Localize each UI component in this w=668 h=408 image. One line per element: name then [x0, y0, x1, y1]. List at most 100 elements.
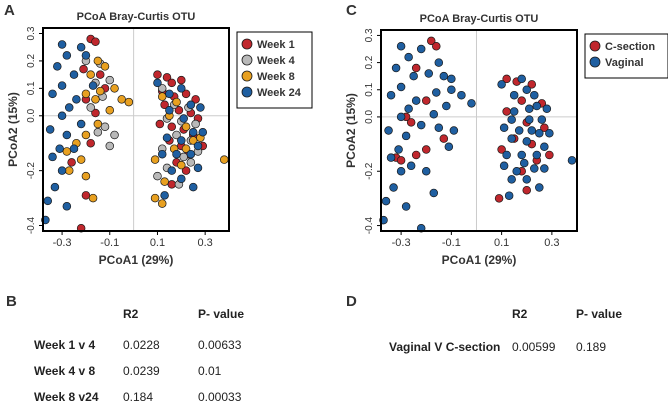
panel-a-point-week-1: [181, 89, 191, 99]
panel-c-point-c-section: [522, 186, 531, 195]
panel-c-point-vaginal: [532, 101, 542, 111]
panel-c-point-vaginal: [540, 164, 549, 173]
panel-a-y-tick-label: 0.0: [26, 108, 37, 122]
panel-a-point-week-24: [57, 111, 67, 121]
panel-a-point-week-4: [172, 130, 181, 140]
panel-a-y-tick-label: -0.2: [26, 162, 37, 180]
panel-c-point-vaginal: [499, 161, 509, 171]
panel-a-point-week-1: [167, 122, 177, 132]
panel-c-point-vaginal: [386, 153, 396, 162]
panel-a-point-week-1: [160, 100, 169, 110]
panel-a-point-week-1: [155, 119, 165, 129]
panel-c-legend-label: C-section: [605, 41, 655, 53]
panel-c-point-vaginal: [439, 71, 449, 81]
panel-c-point-vaginal: [525, 115, 534, 124]
panel-a-legend-swatch: [241, 54, 253, 66]
panel-c-y-tick-label: 0.0: [364, 110, 375, 124]
panel-a-point-week-24: [193, 163, 203, 173]
panel-a-point-week-8: [150, 193, 160, 203]
panel-c-point-vaginal: [522, 175, 531, 184]
panel-c-point-vaginal: [514, 126, 524, 135]
panel-c-point-vaginal: [542, 104, 552, 114]
panel-a-point-week-24: [69, 70, 79, 79]
panel-a-point-week-8: [62, 147, 72, 156]
panel-a-point-week-4: [153, 171, 162, 181]
panel-a-point-week-8: [181, 144, 191, 153]
panel-c-letter: C: [346, 2, 357, 19]
panel-a-point-week-24: [157, 149, 167, 159]
panel-c-point-c-section: [527, 80, 537, 89]
panel-a-point-week-8: [93, 119, 103, 129]
panel-a-point-week-24: [196, 103, 205, 112]
panel-c-point-c-section: [502, 107, 511, 116]
panel-c-point-vaginal: [499, 123, 509, 133]
panel-a-point-week-4: [86, 103, 95, 112]
panel-a-point-week-24: [62, 202, 72, 211]
panel-c-point-c-section: [411, 150, 421, 160]
panel-a-x-label: PCoA1 (29%): [99, 253, 174, 267]
panel-c-point-vaginal: [535, 128, 544, 138]
panel-c-point-vaginal: [442, 101, 451, 111]
table-d-row-p: 0.189: [576, 340, 607, 354]
panel-c-point-c-section: [396, 156, 406, 165]
panel-a-point-week-1: [67, 158, 76, 167]
table-d-row-label: Vaginal V C-section: [389, 340, 501, 354]
panel-c-y-tick-label: -0.4: [364, 217, 375, 235]
panel-c-point-vaginal: [424, 69, 433, 78]
panel-a-point-week-8: [95, 86, 105, 96]
panel-c-point-vaginal: [530, 164, 539, 173]
panel-c-point-vaginal: [517, 74, 526, 84]
panel-c-point-vaginal: [507, 115, 516, 124]
panel-c-point-vaginal: [567, 156, 577, 165]
panel-c-point-vaginal: [527, 126, 537, 135]
panel-a-point-week-24: [186, 149, 196, 159]
panel-c-y-tick-label: 0.3: [364, 28, 375, 42]
panel-a-point-week-24: [48, 152, 57, 162]
panel-c-point-vaginal: [509, 90, 519, 100]
panel-c-point-vaginal: [434, 58, 444, 67]
panel-a-y-tick-label: 0.2: [26, 54, 37, 68]
panel-a-point-week-1: [191, 95, 200, 104]
panel-a-point-week-1: [162, 73, 172, 82]
panel-c-point-c-section: [421, 145, 431, 154]
panel-c-point-vaginal: [517, 150, 526, 160]
table-b-row-r2: 0.0228: [123, 338, 160, 352]
panel-c-point-vaginal: [507, 175, 516, 184]
panel-c-point-vaginal: [411, 96, 421, 105]
panel-a-point-week-24: [43, 196, 53, 206]
panel-c-point-vaginal: [404, 52, 413, 62]
panel-a-point-week-24: [193, 141, 203, 151]
panel-c-point-vaginal: [381, 196, 391, 206]
panel-a-legend-label: Week 24: [257, 87, 302, 99]
panel-c-point-vaginal: [504, 191, 514, 200]
panel-c-point-c-section: [406, 118, 416, 127]
table-d-header-r2: R2: [512, 307, 528, 321]
panel-a-point-week-8: [88, 193, 98, 203]
panel-a-point-week-8: [64, 166, 74, 175]
panel-a-point-week-1: [81, 191, 91, 200]
panel-a-point-week-1: [167, 180, 177, 189]
panel-a-point-week-4: [179, 152, 188, 162]
panel-c-point-vaginal: [447, 85, 456, 95]
panel-c-point-vaginal: [537, 115, 547, 124]
panel-c-point-vaginal: [535, 183, 544, 192]
panel-c-point-c-section: [517, 96, 526, 105]
panel-a-point-week-24: [186, 100, 196, 110]
panel-a-point-week-24: [81, 51, 91, 60]
panel-c-point-vaginal: [522, 85, 531, 95]
panel-c-point-vaginal: [525, 104, 534, 114]
panel-c-point-vaginal: [384, 126, 393, 135]
panel-a-point-week-1: [177, 75, 186, 85]
panel-a-point-week-8: [172, 97, 181, 107]
panel-a-point-week-8: [76, 155, 86, 164]
panel-a-point-week-8: [150, 155, 160, 164]
panel-c-point-vaginal: [391, 63, 401, 73]
panel-a-point-week-24: [50, 182, 60, 192]
panel-c-point-c-section: [497, 145, 506, 154]
panel-c-point-vaginal: [416, 120, 426, 130]
panel-a-point-week-1: [86, 138, 95, 148]
panel-a-point-week-24: [188, 127, 198, 137]
panel-a-legend-label: Week 1: [257, 39, 295, 51]
panel-c-point-vaginal: [502, 150, 511, 160]
panel-c-point-vaginal: [406, 161, 416, 171]
